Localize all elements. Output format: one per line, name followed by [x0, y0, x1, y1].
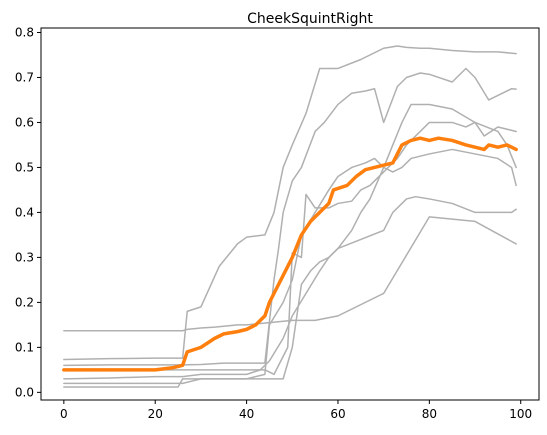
individual-lines	[63, 45, 517, 388]
x-tick-label: 60	[330, 407, 345, 421]
x-tick-label: 0	[60, 407, 68, 421]
chart-title: CheekSquintRight	[247, 11, 373, 27]
y-tick-label: 0.8	[15, 25, 34, 39]
individual-series-line-7	[63, 148, 517, 388]
individual-series-line-4	[63, 121, 517, 376]
x-axis: 0 20 40 60 80 100	[60, 400, 532, 421]
x-tick-label: 20	[148, 407, 163, 421]
y-tick-label: 0.6	[15, 115, 34, 129]
plot-frame	[40, 27, 540, 401]
y-tick-label: 0.7	[15, 70, 34, 84]
individual-series-line-3	[63, 67, 517, 367]
y-tick-label: 0.0	[15, 385, 34, 399]
y-tick-label: 0.2	[15, 295, 34, 309]
mean-line-group	[62, 136, 518, 372]
x-tick-label: 80	[422, 407, 437, 421]
y-tick-label: 0.3	[15, 250, 34, 264]
x-tick-label: 100	[509, 407, 532, 421]
x-tick-label: 40	[239, 407, 254, 421]
individual-series-line-2	[63, 45, 517, 361]
y-tick-label: 0.1	[15, 340, 34, 354]
y-tick-label: 0.4	[15, 205, 34, 219]
mean-series-line	[62, 136, 518, 372]
y-axis: 0.0 0.1 0.2 0.3 0.4 0.5 0.6 0.7 0.8	[15, 25, 41, 399]
y-tick-label: 0.5	[15, 160, 34, 174]
individual-series-line-1	[63, 216, 517, 332]
individual-series-line-6	[63, 103, 517, 385]
